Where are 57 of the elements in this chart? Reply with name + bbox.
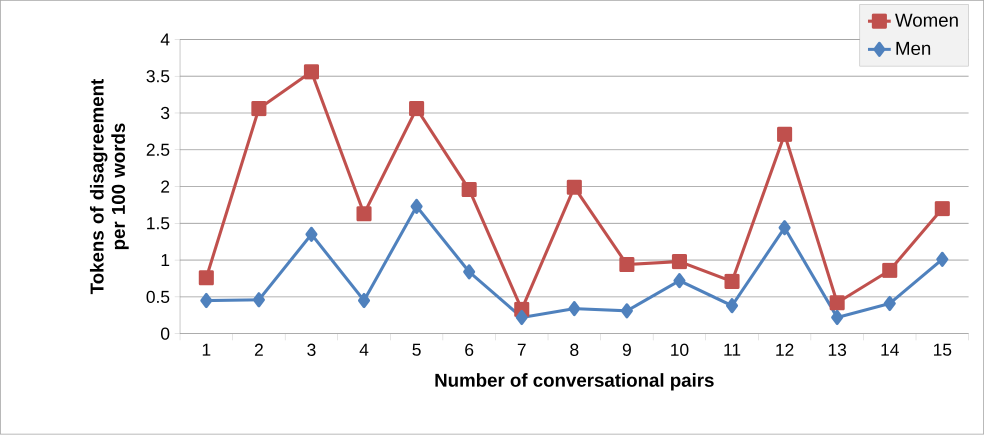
y-tick-label: 2.5 [146, 144, 170, 156]
point [831, 310, 844, 326]
point [409, 101, 424, 116]
point [568, 301, 580, 316]
x-tick-label: 14 [881, 344, 899, 356]
x-tick-label: 11 [724, 344, 740, 356]
y-tick-label: 2 [161, 180, 170, 193]
x-tick-label: 5 [412, 344, 421, 356]
point [356, 206, 372, 222]
legend-label: Women [895, 14, 958, 27]
point [252, 292, 265, 308]
y-tick-label: 0.5 [146, 290, 170, 304]
x-tick-label: 4 [360, 344, 368, 356]
point [672, 254, 687, 270]
point [882, 263, 898, 278]
point [358, 293, 370, 308]
x-tick-label: 7 [518, 344, 526, 356]
y-tick-label: 1.5 [147, 217, 170, 230]
point [304, 64, 319, 80]
y-axis-title: Tokens of disagreement per 100 words [90, 79, 129, 294]
point [619, 257, 634, 272]
point [251, 101, 266, 116]
point [198, 270, 214, 286]
x-tick-label: 12 [776, 344, 794, 356]
y-tick-label: 3 [161, 107, 170, 120]
x-tick-label: 10 [671, 344, 688, 356]
point [726, 298, 738, 314]
legend-label: Men [896, 42, 930, 56]
x-tick-label: 15 [934, 344, 952, 356]
point [463, 264, 476, 280]
x-tick-label: 3 [307, 344, 316, 356]
point [566, 180, 582, 195]
point [410, 199, 423, 214]
x-tick-label: 1 [202, 344, 210, 356]
point [724, 274, 740, 290]
point [673, 273, 686, 288]
y-tick-label: 4 [160, 34, 170, 46]
point [777, 126, 792, 142]
point [778, 220, 791, 236]
x-tick-label: 8 [570, 344, 578, 356]
y-tick-label: 1 [162, 254, 170, 266]
point [934, 201, 950, 216]
point [884, 296, 896, 312]
point [830, 295, 845, 310]
point [936, 252, 948, 268]
y-tick-label: 3.5 [146, 70, 170, 83]
point [305, 226, 318, 242]
x-tick-label: 2 [254, 344, 263, 356]
point [200, 293, 212, 308]
point [620, 303, 633, 319]
y-tick-label: 0 [161, 328, 170, 340]
point [462, 182, 477, 198]
x-tick-label: 9 [622, 344, 631, 356]
x-tick-label: 13 [828, 344, 846, 356]
x-axis-title: Number of conversational pairs [435, 373, 714, 391]
x-tick-label: 6 [465, 344, 474, 356]
point [516, 310, 528, 326]
